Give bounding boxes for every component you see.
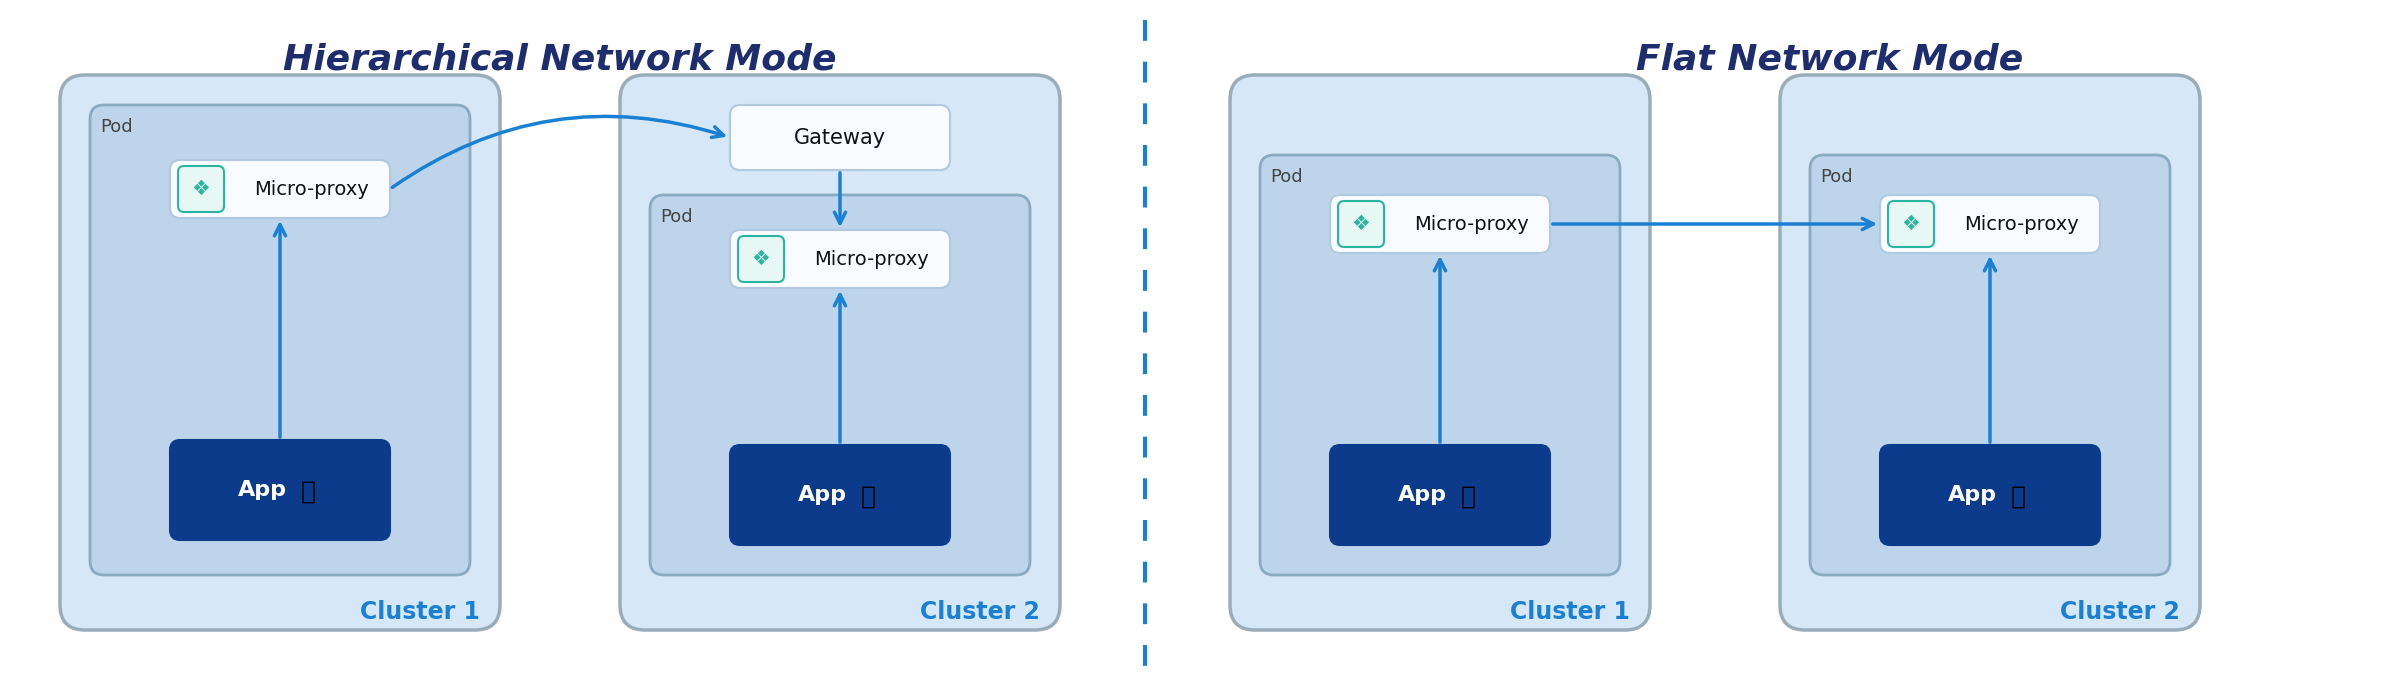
- FancyBboxPatch shape: [1810, 155, 2170, 575]
- Text: ❖: ❖: [1351, 214, 1370, 234]
- FancyBboxPatch shape: [730, 105, 950, 170]
- Text: Micro-proxy: Micro-proxy: [1966, 214, 2078, 234]
- Text: Pod: Pod: [1270, 168, 1303, 186]
- FancyBboxPatch shape: [739, 236, 785, 282]
- FancyBboxPatch shape: [1339, 201, 1385, 247]
- Text: Pod: Pod: [660, 208, 694, 226]
- FancyBboxPatch shape: [1231, 75, 1651, 630]
- FancyBboxPatch shape: [1879, 445, 2100, 545]
- Text: 🚀: 🚀: [862, 485, 876, 509]
- Text: App: App: [1397, 485, 1447, 505]
- FancyBboxPatch shape: [170, 440, 389, 540]
- Text: Flat Network Mode: Flat Network Mode: [1637, 42, 2023, 76]
- FancyBboxPatch shape: [91, 105, 470, 575]
- FancyBboxPatch shape: [1889, 201, 1934, 247]
- Text: Micro-proxy: Micro-proxy: [254, 179, 370, 199]
- FancyBboxPatch shape: [170, 160, 389, 218]
- Text: App: App: [797, 485, 847, 505]
- Text: App: App: [238, 480, 286, 500]
- Text: Cluster 1: Cluster 1: [360, 600, 480, 624]
- Text: Pod: Pod: [1819, 168, 1853, 186]
- Text: Micro-proxy: Micro-proxy: [1414, 214, 1529, 234]
- Text: ❖: ❖: [192, 179, 211, 199]
- Text: App: App: [1946, 485, 1997, 505]
- Text: ❖: ❖: [751, 249, 770, 269]
- Text: 🚀: 🚀: [1462, 485, 1476, 509]
- FancyBboxPatch shape: [1330, 445, 1550, 545]
- FancyBboxPatch shape: [1781, 75, 2201, 630]
- Text: Cluster 2: Cluster 2: [2059, 600, 2179, 624]
- FancyBboxPatch shape: [730, 445, 950, 545]
- FancyBboxPatch shape: [730, 230, 950, 288]
- FancyBboxPatch shape: [178, 166, 223, 212]
- FancyBboxPatch shape: [650, 195, 1030, 575]
- FancyBboxPatch shape: [1879, 195, 2100, 253]
- Text: Cluster 1: Cluster 1: [1510, 600, 1630, 624]
- FancyBboxPatch shape: [60, 75, 499, 630]
- Text: Pod: Pod: [101, 118, 132, 136]
- Text: 🚀: 🚀: [2011, 485, 2026, 509]
- FancyBboxPatch shape: [1260, 155, 1620, 575]
- Text: 🚀: 🚀: [300, 480, 314, 504]
- Text: ❖: ❖: [1901, 214, 1920, 234]
- Text: Gateway: Gateway: [794, 127, 886, 147]
- FancyBboxPatch shape: [619, 75, 1061, 630]
- Text: Micro-proxy: Micro-proxy: [814, 249, 929, 269]
- FancyBboxPatch shape: [1330, 195, 1550, 253]
- Text: Hierarchical Network Mode: Hierarchical Network Mode: [283, 42, 838, 76]
- Text: Cluster 2: Cluster 2: [919, 600, 1039, 624]
